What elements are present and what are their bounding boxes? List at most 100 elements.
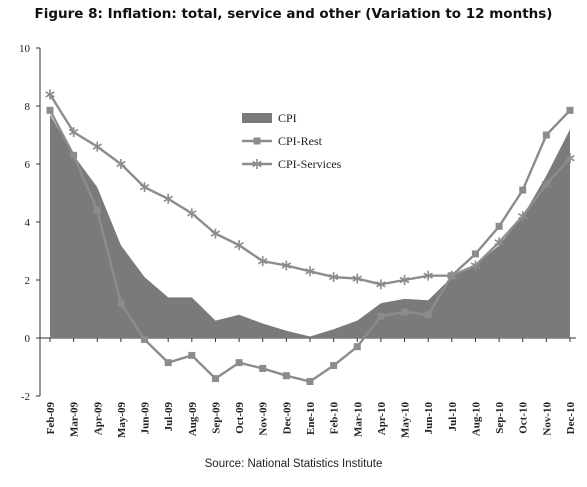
cpi-area <box>50 114 570 338</box>
x-tick-label: Nov-10 <box>541 402 553 436</box>
cpi-rest-point <box>117 299 125 307</box>
legend-label: CPI-Services <box>278 157 342 171</box>
cpi-services-point <box>68 127 79 138</box>
y-tick-label: 4 <box>25 217 31 229</box>
cpi-rest-point <box>306 378 314 385</box>
legend-label: CPI-Rest <box>278 134 323 148</box>
x-tick-label: Aug-09 <box>187 402 199 437</box>
cpi-rest-point <box>448 272 456 280</box>
asterisk-stroke <box>376 281 386 288</box>
x-tick-label: Sep-10 <box>494 402 506 434</box>
asterisk-stroke <box>68 128 79 136</box>
cpi-rest-point <box>495 222 503 230</box>
cpi-services-point <box>517 211 528 222</box>
cpi-rest-point <box>401 308 409 316</box>
cpi-rest-point <box>519 186 527 194</box>
figure-title: Figure 8: Inflation: total, service and … <box>34 6 553 22</box>
x-tick-label: May-09 <box>116 402 128 439</box>
asterisk-stroke <box>45 91 55 98</box>
x-tick-label: Sep-09 <box>210 402 222 434</box>
asterisk-stroke <box>257 257 268 265</box>
y-tick-label: -2 <box>21 391 30 403</box>
cpi-services-point <box>92 141 103 152</box>
chart-axes <box>36 47 576 397</box>
x-tick-label: Mar-09 <box>69 402 81 438</box>
cpi-services-point <box>328 272 339 283</box>
cpi-rest-point <box>46 106 54 114</box>
tick-labels-layer: -2 0 2 4 6 8 10 Feb-09 Mar-09 Apr-09 May-09 Jun-09 J… <box>19 43 577 438</box>
cpi-rest-point <box>259 364 267 372</box>
asterisk-stroke <box>163 195 173 202</box>
cpi-services-point <box>376 279 386 290</box>
cpi-rest-point <box>70 151 78 159</box>
cpi-services-point <box>234 240 244 251</box>
cpi-services-point <box>352 273 363 284</box>
cpi-services-point <box>470 260 481 271</box>
legend-cpi-rest-marker <box>253 137 261 145</box>
legend-label: CPI <box>278 111 297 125</box>
cpi-services-point <box>494 237 504 248</box>
asterisk-stroke <box>470 262 481 269</box>
asterisk-stroke <box>139 184 150 191</box>
cpi-rest-point <box>377 312 385 320</box>
asterisk-stroke <box>92 143 103 150</box>
asterisk-stroke <box>399 276 410 284</box>
y-tick-label: 10 <box>19 43 31 55</box>
cpi-rest-point <box>188 351 196 359</box>
x-tick-label: Jun-09 <box>140 402 152 435</box>
cpi-rest-point <box>471 250 479 258</box>
cpi-services-point <box>423 270 433 281</box>
cpi-services-point <box>187 208 197 219</box>
cpi-rest-point <box>330 362 338 370</box>
x-tick-label: Apr-10 <box>376 402 388 436</box>
asterisk-stroke <box>210 230 221 237</box>
x-tick-label: Dec-09 <box>281 402 293 435</box>
asterisk-stroke <box>234 242 244 249</box>
cpi-rest-point <box>424 311 432 319</box>
x-tick-label: Jul-09 <box>163 402 175 432</box>
asterisk-stroke <box>187 210 197 217</box>
legend: CPI CPI-Rest CPI-Services <box>242 111 342 171</box>
x-tick-label: Ene-10 <box>305 402 317 436</box>
asterisk-stroke <box>281 262 292 269</box>
asterisk-stroke <box>541 181 552 188</box>
asterisk-stroke <box>494 239 504 246</box>
cpi-services-point <box>163 193 173 204</box>
cpi-rest-point <box>141 335 149 343</box>
cpi-area-layer <box>50 114 570 338</box>
x-tick-label: Apr-09 <box>92 402 104 436</box>
cpi-rest-point <box>93 206 101 214</box>
x-tick-label: Oct-10 <box>518 402 530 434</box>
asterisk-stroke <box>305 268 315 275</box>
asterisk-stroke <box>116 160 126 168</box>
asterisk-stroke <box>423 272 433 279</box>
x-tick-label: Dec-10 <box>565 402 577 435</box>
x-tick-label: Jul-10 <box>447 402 459 432</box>
cpi-services-point <box>116 159 126 169</box>
cpi-services-point <box>257 256 268 267</box>
legend-cpi-swatch <box>242 113 272 123</box>
legend-cpi-services-marker <box>252 159 262 169</box>
asterisk-stroke <box>252 160 262 168</box>
x-tick-label: Aug-10 <box>470 402 482 437</box>
cpi-rest-point <box>282 372 290 380</box>
cpi-services-point <box>45 89 55 100</box>
x-tick-label: Oct-09 <box>234 402 246 434</box>
asterisk-stroke <box>352 275 363 282</box>
asterisk-stroke <box>565 155 575 162</box>
cpi-services-point <box>399 275 410 285</box>
cpi-rest-point <box>542 131 550 139</box>
x-tick-label: Feb-10 <box>329 402 341 435</box>
asterisk-stroke <box>517 213 528 220</box>
source-note: Source: National Statistics Institute <box>204 458 383 470</box>
x-tick-label: Nov-09 <box>258 402 270 436</box>
cpi-services-point <box>541 179 552 190</box>
y-tick-label: 2 <box>25 275 31 287</box>
asterisk-stroke <box>328 273 339 281</box>
x-tick-label: Feb-09 <box>45 402 57 435</box>
cpi-rest-point <box>353 343 361 351</box>
cpi-rest-point <box>211 375 219 383</box>
x-tick-label: Jun-10 <box>423 402 435 435</box>
cpi-services-point <box>281 260 292 271</box>
